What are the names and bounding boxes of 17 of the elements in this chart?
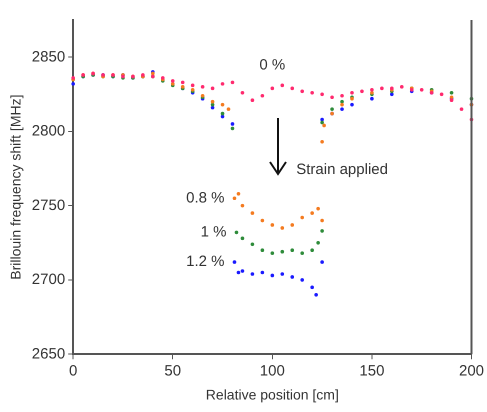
series-label: 0.8 % [186, 189, 224, 206]
y-tick-label: 2750 [32, 196, 66, 214]
series-label: 1.2 % [186, 253, 224, 270]
x-tick-label: 50 [164, 362, 182, 380]
y-axis-title: Brillouin frequency shift [MHz] [7, 94, 24, 280]
y-tick-label: 2650 [32, 345, 66, 362]
y-tick-label: 2850 [32, 48, 66, 66]
series-label: 1 % [200, 224, 226, 241]
x-tick-label: 150 [359, 362, 384, 380]
y-tick-label: 2700 [32, 271, 66, 288]
y-tick-label: 2800 [32, 122, 66, 140]
x-axis-title: Relative position [cm] [206, 386, 339, 402]
x-tick-label: 100 [260, 362, 285, 380]
series-label: 0 % [259, 56, 286, 74]
x-tick-label: 200 [458, 362, 484, 380]
x-tick-label: 0 [68, 362, 78, 380]
annotation: Strain applied [296, 161, 388, 178]
